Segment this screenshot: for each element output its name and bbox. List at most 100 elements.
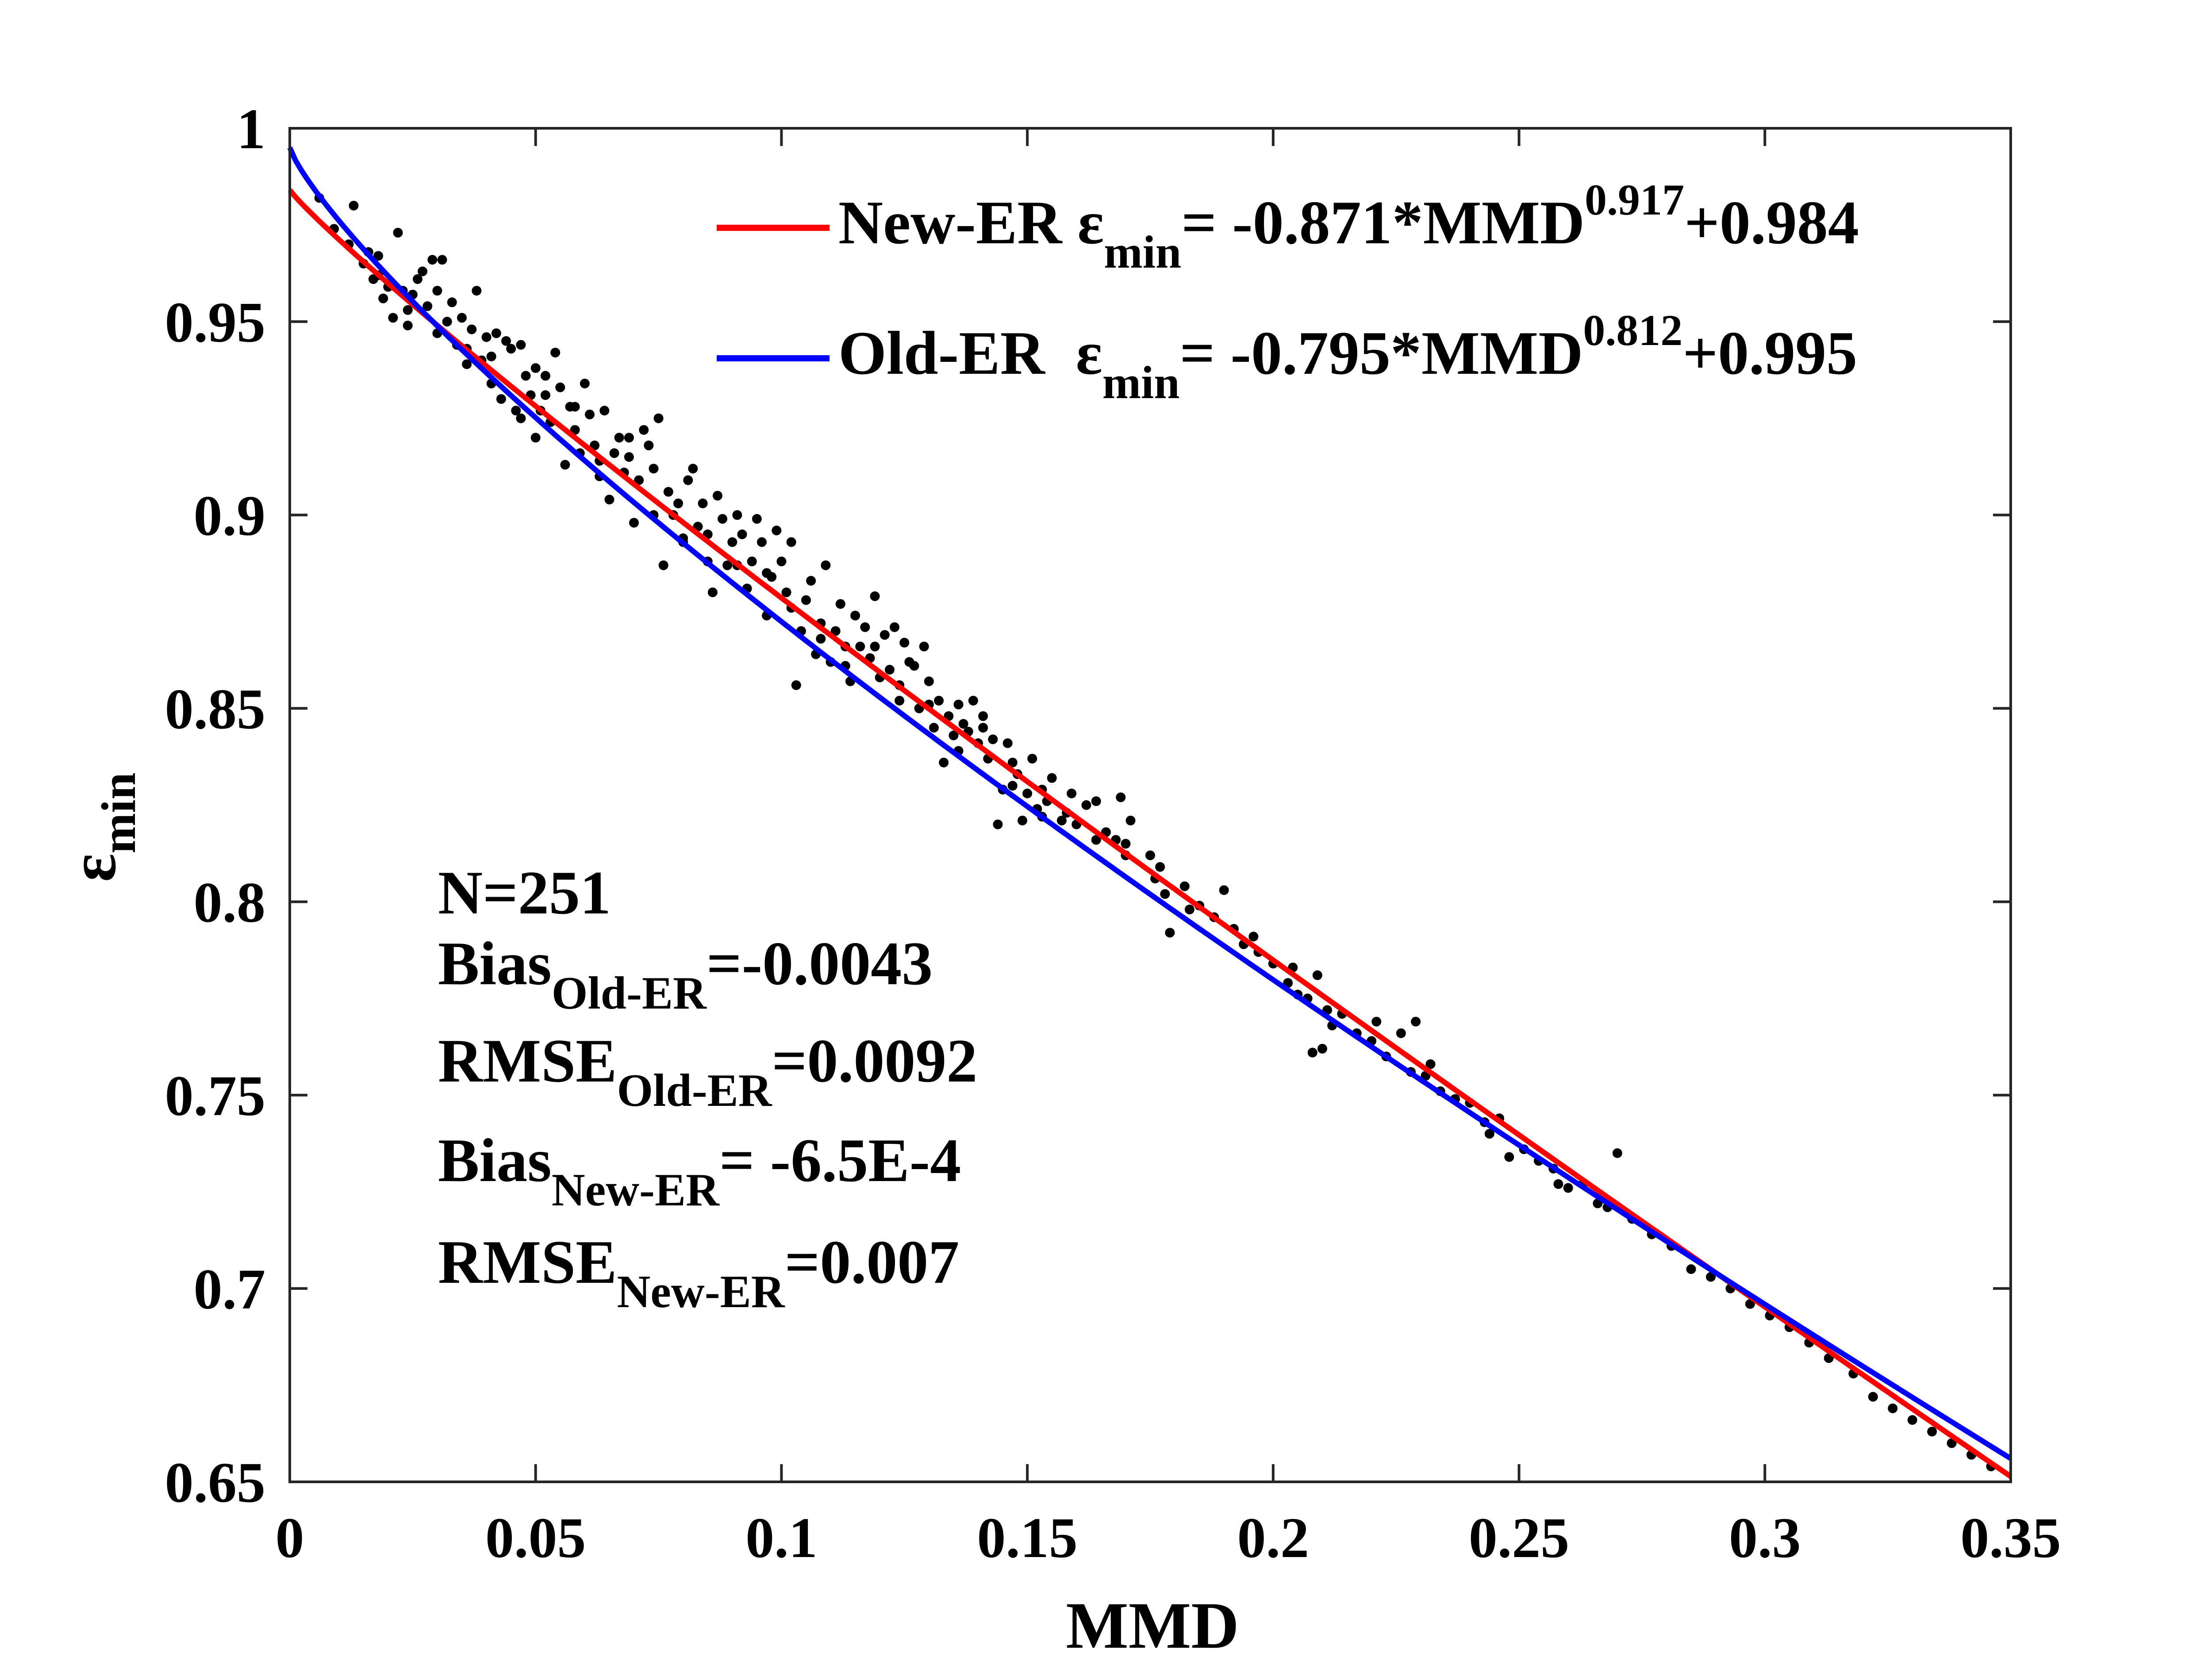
data-point — [590, 440, 600, 450]
data-point — [698, 499, 708, 509]
annotation-bias-new-er: BiasNew-ER= -6.5E-4 — [438, 1126, 961, 1216]
data-point — [934, 695, 944, 706]
data-point — [683, 475, 693, 485]
data-point — [639, 425, 649, 435]
y-tick-label: 0.9 — [194, 484, 266, 548]
annotation-rmse-new-er-value: =0.007 — [785, 1228, 960, 1297]
data-point — [1121, 839, 1131, 849]
data-point — [1056, 815, 1067, 825]
data-point — [1067, 788, 1077, 798]
y-axis-label-sub: min — [92, 772, 146, 853]
data-point — [1907, 1415, 1917, 1425]
x-tick-label: 0.2 — [1237, 1506, 1310, 1570]
data-point — [472, 286, 482, 296]
data-point — [953, 699, 964, 710]
data-point — [1425, 1059, 1436, 1069]
data-point — [1219, 885, 1229, 895]
annotation-rmse-old-er-value: =0.0092 — [772, 1027, 978, 1095]
data-point — [958, 719, 968, 729]
data-point — [1022, 788, 1033, 798]
data-point — [757, 537, 767, 547]
data-point — [580, 379, 590, 389]
data-point — [993, 819, 1003, 829]
data-point — [949, 730, 959, 740]
data-point — [1007, 757, 1018, 767]
data-point — [747, 556, 757, 567]
data-point — [373, 251, 384, 261]
data-point — [870, 641, 880, 652]
data-point — [467, 324, 477, 334]
data-point — [540, 390, 550, 400]
data-point — [791, 680, 801, 690]
data-point — [1868, 1392, 1878, 1402]
data-point — [550, 348, 561, 358]
legend-old-er-exp: 0.812 — [1583, 306, 1682, 355]
data-point — [752, 514, 762, 524]
data-point — [816, 634, 826, 644]
data-point — [516, 340, 526, 350]
data-point — [919, 641, 929, 652]
legend-old-er-tail: +0.995 — [1682, 319, 1857, 387]
legend-old-er-name: Old-ER — [838, 319, 1076, 387]
data-point — [1312, 970, 1322, 980]
data-point — [772, 526, 782, 536]
legend-label-old-er: Old-ER εmin= -0.795*MMD0.812+0.995 — [838, 306, 1857, 408]
data-point — [1002, 738, 1013, 748]
data-point — [929, 723, 939, 733]
data-point — [727, 537, 737, 547]
data-point — [786, 537, 796, 547]
data-point — [855, 641, 865, 652]
y-tick-label: 0.85 — [165, 677, 266, 741]
data-point — [1027, 754, 1037, 764]
annotation-rmse-new-er: RMSENew-ER=0.007 — [438, 1228, 959, 1317]
data-point — [835, 599, 845, 609]
data-point — [895, 695, 905, 706]
y-tick-label: 1 — [237, 97, 265, 161]
data-point — [629, 518, 639, 528]
data-point — [530, 363, 541, 373]
data-point — [403, 320, 413, 330]
annotation-bias-old-er-sub: Old-ER — [552, 967, 707, 1019]
data-point — [978, 723, 988, 733]
data-point — [1091, 796, 1101, 806]
data-point — [1165, 928, 1175, 938]
legend-old-er-sub: min — [1102, 357, 1180, 408]
legend-old-er-eq: = -0.795*MMD — [1180, 319, 1583, 387]
data-point — [1371, 1017, 1382, 1027]
data-point — [1612, 1148, 1622, 1158]
annotation-rmse-old-er: RMSEOld-ER=0.0092 — [438, 1027, 977, 1116]
y-tick-label: 0.7 — [194, 1258, 266, 1321]
data-point — [1184, 905, 1194, 915]
data-point — [1484, 1129, 1494, 1139]
data-point — [890, 622, 900, 632]
data-point — [1179, 881, 1190, 891]
data-point — [486, 351, 496, 361]
data-point — [501, 336, 511, 346]
y-tick-labels: 0.65 0.7 0.75 0.8 0.85 0.9 0.95 1 — [165, 97, 266, 1515]
x-tick-label: 0.05 — [485, 1506, 586, 1570]
annotation-bias-old-er-base: Bias — [438, 929, 552, 998]
x-tick-label: 0.15 — [977, 1506, 1078, 1570]
x-tick-label: 0.1 — [745, 1506, 818, 1570]
data-point — [707, 587, 718, 598]
annotation-bias-old-er: BiasOld-ER=-0.0043 — [438, 929, 933, 1019]
legend-new-er-eq: = -0.871*MMD — [1181, 188, 1585, 257]
data-point — [349, 200, 359, 211]
data-point — [1145, 850, 1155, 860]
fit-lines — [287, 146, 2012, 1479]
data-point — [599, 406, 610, 416]
data-point — [496, 394, 506, 404]
data-point — [388, 313, 398, 323]
data-point — [688, 464, 698, 474]
data-point — [1248, 932, 1259, 942]
x-tick-label: 0.25 — [1469, 1506, 1570, 1570]
data-point — [624, 433, 634, 443]
data-point — [555, 382, 565, 392]
data-point — [1686, 1264, 1696, 1274]
data-point — [560, 460, 570, 470]
data-point — [1155, 862, 1165, 872]
data-point — [673, 499, 684, 509]
data-point — [1125, 815, 1136, 825]
data-point — [649, 464, 659, 474]
data-point — [511, 406, 521, 416]
